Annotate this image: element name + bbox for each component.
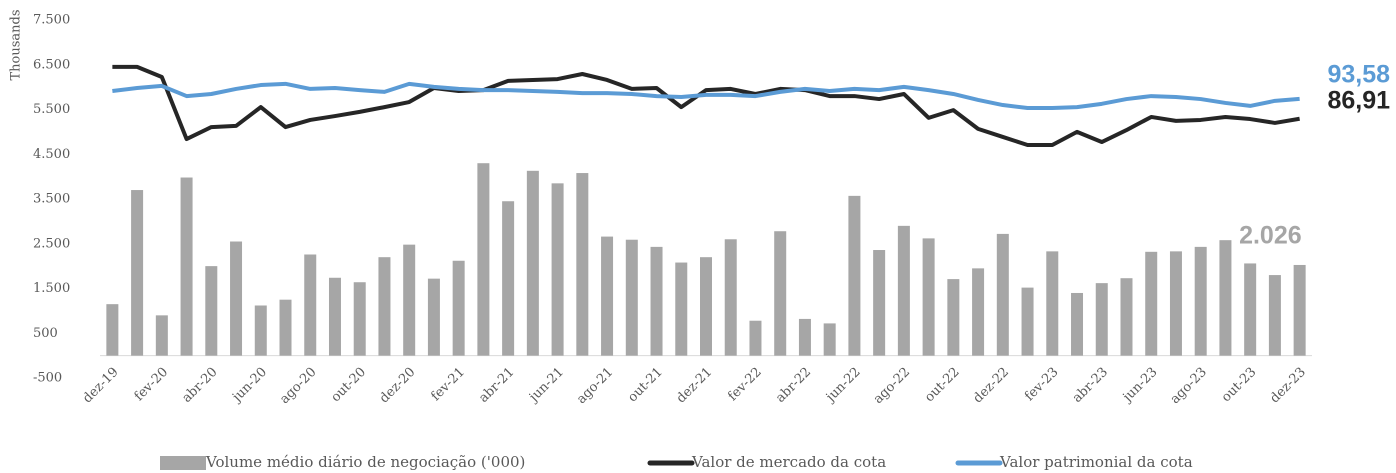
bar [1219,240,1232,356]
bar [254,305,267,356]
bar [947,279,960,356]
bar [304,254,317,356]
bar [625,239,638,356]
legend-label: Valor de mercado da cota [691,453,886,471]
bar [1021,287,1034,356]
x-tick-label: fev-21 [429,365,468,404]
data-label: 2.026 [1239,222,1302,250]
bar [724,239,737,356]
x-tick-label: jun-21 [525,365,567,407]
bar [106,304,119,356]
bar [1071,292,1084,356]
bar [1145,251,1158,356]
bar [675,262,688,356]
legend-label: Volume médio diário de negociação ('000) [205,453,525,471]
bar [551,183,564,356]
bar [378,257,391,356]
y-tick-label: 7.500 [33,13,70,28]
data-label: 93,58 [1327,60,1390,88]
bar [576,173,589,356]
x-tick-label: abr-21 [476,365,517,406]
bar [180,177,193,356]
x-tick-label: dez-21 [674,365,716,407]
bar [477,163,490,356]
x-tick-label: fev-23 [1022,365,1061,404]
bar [155,315,168,356]
x-tick-label: out-22 [922,365,963,406]
y-tick-label: 500 [33,326,58,341]
bar [1095,283,1108,356]
data-label: 86,91 [1327,86,1390,114]
bar [798,318,811,356]
y-tick-label: 5.500 [33,102,70,117]
x-tick-label: out-23 [1219,365,1260,406]
x-tick-label: ago-21 [574,365,616,407]
bar [650,246,663,356]
bar [452,260,465,356]
bar [897,225,910,356]
y-axis-title: Thousands [9,9,24,80]
x-tick-label: fev-22 [725,365,764,404]
y-tick-label: 6.500 [33,57,70,72]
x-tick-label: out-20 [328,365,369,406]
bar [1194,246,1207,356]
x-tick-label: dez-20 [377,365,419,407]
bar [922,238,935,356]
bar [1244,263,1257,356]
bar [1293,264,1306,356]
bar [427,278,440,356]
legend-swatch [160,456,206,470]
bar [502,201,515,356]
bar [873,250,886,356]
bar [996,233,1009,356]
x-tick-label: jun-23 [1119,365,1161,407]
x-tick-label: dez-22 [971,365,1013,407]
x-tick-label: ago-22 [871,365,913,407]
y-tick-label: -500 [33,371,62,386]
line [112,81,1300,111]
legend-label: Valor patrimonial da cota [999,453,1193,471]
x-tick-label: fev-20 [132,365,171,404]
y-tick-label: 1.500 [33,281,70,296]
bar [1268,275,1281,356]
x-tick-label: dez-23 [1267,365,1309,407]
bar [601,236,614,356]
bar [848,195,861,356]
bar [526,170,539,356]
x-tick-label: ago-20 [277,365,319,407]
bar [131,190,144,356]
bar [749,320,762,356]
x-tick-label: jun-20 [229,365,271,407]
bar [403,244,416,356]
x-tick-label: abr-23 [1070,365,1111,406]
bar [1169,251,1182,356]
bar [972,268,985,356]
bar [1120,278,1133,356]
y-tick-label: 3.500 [33,192,70,207]
bar [353,282,366,356]
bar [1046,251,1059,356]
bar [328,277,341,356]
line [112,64,1300,147]
x-tick-label: out-21 [625,365,666,406]
bar [774,231,787,356]
y-tick-label: 4.500 [33,147,70,162]
bar [230,241,243,356]
x-tick-label: jun-22 [822,365,864,407]
x-tick-label: abr-22 [773,365,814,406]
bar [205,266,218,356]
y-tick-label: 2.500 [33,236,70,251]
bar [823,323,836,356]
bar [279,299,292,356]
x-tick-label: abr-20 [179,365,220,406]
x-tick-label: ago-23 [1168,365,1210,407]
x-tick-label: dez-19 [80,365,122,407]
bar [700,257,712,356]
